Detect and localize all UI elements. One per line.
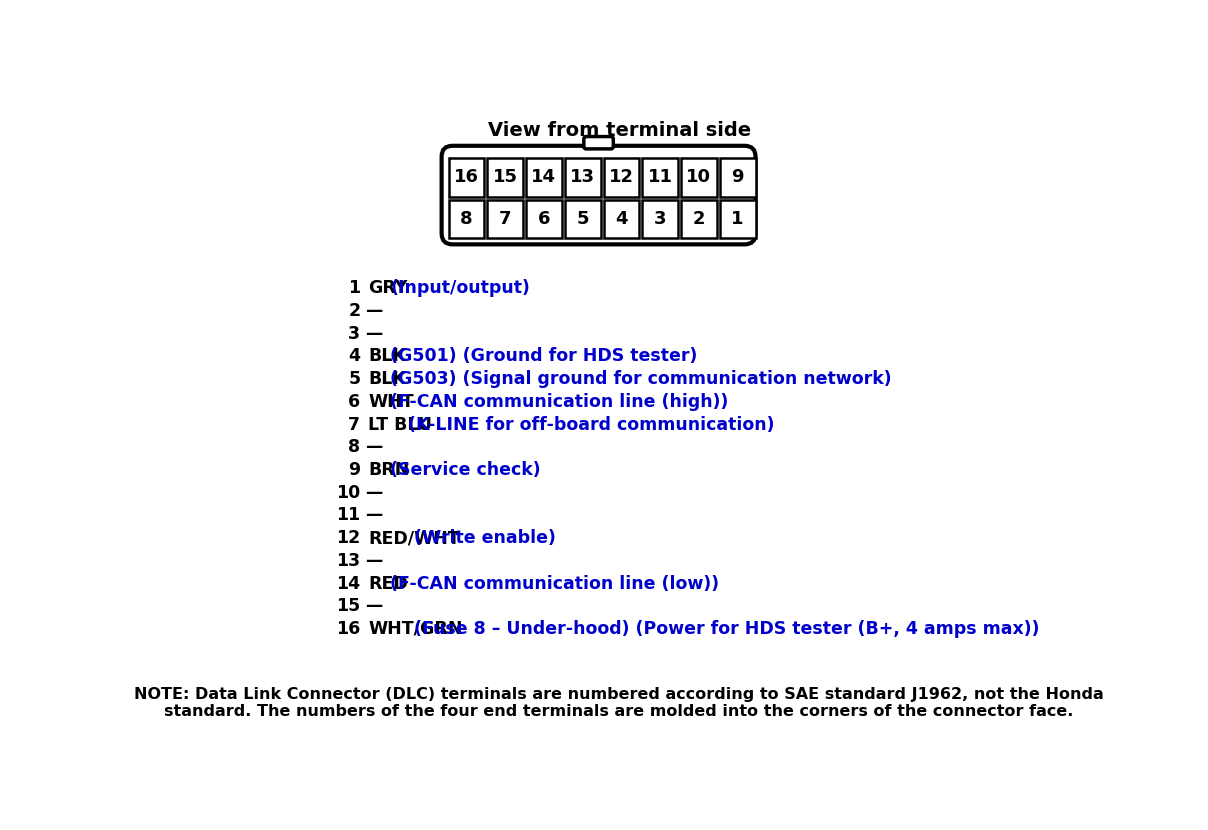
Text: 1: 1 bbox=[731, 210, 744, 228]
Text: BLK: BLK bbox=[368, 370, 406, 388]
Text: RED: RED bbox=[368, 574, 408, 593]
Text: —: — bbox=[365, 506, 382, 525]
Text: NOTE: Data Link Connector (DLC) terminals are numbered according to SAE standard: NOTE: Data Link Connector (DLC) terminal… bbox=[134, 687, 1104, 702]
Text: 7: 7 bbox=[499, 210, 511, 228]
Text: WHT/GRN: WHT/GRN bbox=[368, 620, 463, 638]
Text: (Write enable): (Write enable) bbox=[414, 529, 556, 547]
Text: (K-LINE for off-board communication): (K-LINE for off-board communication) bbox=[408, 416, 774, 433]
Text: 11: 11 bbox=[647, 168, 673, 187]
Text: 15: 15 bbox=[336, 598, 360, 615]
Text: 5: 5 bbox=[576, 210, 590, 228]
Bar bbox=[527, 200, 562, 238]
Text: 2: 2 bbox=[348, 302, 360, 320]
Bar bbox=[720, 200, 755, 238]
Text: BRN: BRN bbox=[368, 461, 410, 479]
Bar bbox=[448, 159, 484, 197]
Text: WHT: WHT bbox=[368, 393, 413, 411]
Text: —: — bbox=[365, 598, 382, 615]
Bar bbox=[527, 159, 562, 197]
Text: 7: 7 bbox=[348, 416, 360, 433]
Text: 3: 3 bbox=[348, 325, 360, 343]
Bar bbox=[643, 159, 678, 197]
Text: —: — bbox=[365, 552, 382, 570]
Text: 4: 4 bbox=[615, 210, 628, 228]
Text: 6: 6 bbox=[348, 393, 360, 411]
Text: 16: 16 bbox=[454, 168, 478, 187]
Bar bbox=[487, 159, 523, 197]
Text: (F-CAN communication line (high)): (F-CAN communication line (high)) bbox=[390, 393, 728, 411]
Text: —: — bbox=[365, 325, 382, 343]
Text: 9: 9 bbox=[348, 461, 360, 479]
Text: LT BLU: LT BLU bbox=[368, 416, 432, 433]
Text: (F-CAN communication line (low)): (F-CAN communication line (low)) bbox=[390, 574, 719, 593]
Text: 10: 10 bbox=[336, 484, 360, 501]
Text: 13: 13 bbox=[570, 168, 596, 187]
Bar bbox=[565, 200, 600, 238]
Bar bbox=[681, 200, 716, 238]
Text: 8: 8 bbox=[460, 210, 472, 228]
Bar bbox=[487, 200, 523, 238]
Text: BLK: BLK bbox=[368, 348, 406, 365]
Text: standard. The numbers of the four end terminals are molded into the corners of t: standard. The numbers of the four end te… bbox=[164, 704, 1074, 720]
Text: (G503) (Signal ground for communication network): (G503) (Signal ground for communication … bbox=[390, 370, 892, 388]
Text: —: — bbox=[365, 484, 382, 501]
Text: 16: 16 bbox=[336, 620, 360, 638]
Text: 14: 14 bbox=[532, 168, 557, 187]
Text: (Fuse 8 – Under-hood) (Power for HDS tester (B+, 4 amps max)): (Fuse 8 – Under-hood) (Power for HDS tes… bbox=[414, 620, 1040, 638]
FancyBboxPatch shape bbox=[442, 146, 755, 244]
Text: 12: 12 bbox=[336, 529, 360, 547]
Text: RED/WHT: RED/WHT bbox=[368, 529, 460, 547]
Text: 5: 5 bbox=[348, 370, 360, 388]
Text: 12: 12 bbox=[609, 168, 634, 187]
Text: 3: 3 bbox=[654, 210, 667, 228]
Text: 13: 13 bbox=[336, 552, 360, 570]
Text: —: — bbox=[365, 302, 382, 320]
Text: 8: 8 bbox=[348, 438, 360, 456]
Bar bbox=[565, 159, 600, 197]
Text: GRY: GRY bbox=[368, 279, 407, 297]
Bar bbox=[448, 200, 484, 238]
FancyBboxPatch shape bbox=[583, 137, 614, 149]
Text: (Input/output): (Input/output) bbox=[390, 279, 530, 297]
Bar bbox=[720, 159, 755, 197]
Bar bbox=[681, 159, 716, 197]
Text: (Service check): (Service check) bbox=[390, 461, 541, 479]
Text: 6: 6 bbox=[538, 210, 550, 228]
Text: 2: 2 bbox=[692, 210, 705, 228]
Text: (G501) (Ground for HDS tester): (G501) (Ground for HDS tester) bbox=[390, 348, 697, 365]
Bar bbox=[604, 159, 639, 197]
Text: 4: 4 bbox=[348, 348, 360, 365]
Bar bbox=[604, 200, 639, 238]
Text: 1: 1 bbox=[348, 279, 360, 297]
Text: 15: 15 bbox=[493, 168, 518, 187]
Text: —: — bbox=[365, 438, 382, 456]
Text: 10: 10 bbox=[686, 168, 712, 187]
Text: 11: 11 bbox=[336, 506, 360, 525]
Bar bbox=[643, 200, 678, 238]
Text: View from terminal side: View from terminal side bbox=[488, 121, 750, 140]
Text: 9: 9 bbox=[731, 168, 744, 187]
Text: 14: 14 bbox=[336, 574, 360, 593]
